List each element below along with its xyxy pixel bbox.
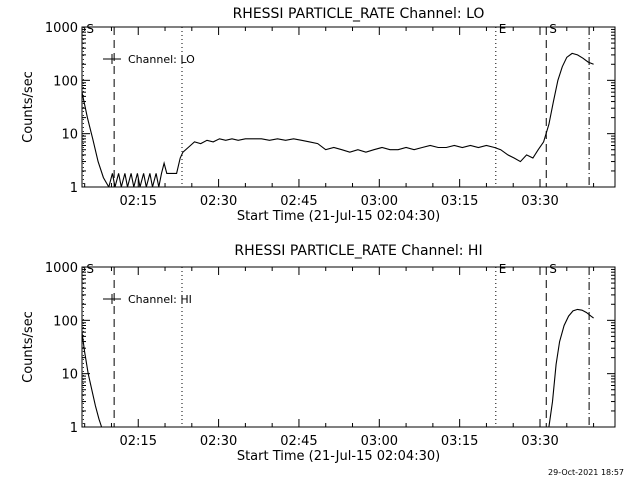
y-tick-label: 100 [53, 74, 78, 89]
plot-frame [81, 266, 616, 428]
x-tick-label: 03:30 [521, 194, 558, 209]
x-axis-label: Start Time (21-Jul-15 02:04:30) [237, 449, 440, 464]
series-line [82, 308, 594, 427]
footer-timestamp: 29-Oct-2021 18:57 [548, 468, 624, 477]
chart-title: RHESSI PARTICLE_RATE Channel: HI [234, 243, 482, 259]
x-tick-label: 02:45 [280, 194, 317, 209]
event-marker-label: S [549, 262, 557, 276]
x-tick-label: 03:15 [441, 434, 478, 449]
event-marker-label: E [499, 262, 507, 276]
y-tick-label: 1 [70, 421, 78, 436]
y-tick-label: 1000 [45, 261, 78, 276]
x-axis-label: Start Time (21-Jul-15 02:04:30) [237, 209, 440, 224]
legend-label: Channel: HI [128, 293, 192, 306]
event-marker-label: S [86, 22, 94, 36]
x-tick-label: 02:30 [200, 194, 237, 209]
event-marker-label: E [499, 22, 507, 36]
y-axis-label: Counts/sec [21, 71, 36, 143]
plot-frame [81, 26, 616, 188]
event-marker-label: S [86, 262, 94, 276]
x-tick-label: 02:15 [120, 194, 157, 209]
x-tick-label: 02:45 [280, 434, 317, 449]
x-tick-label: 03:30 [521, 434, 558, 449]
series-line [82, 52, 594, 187]
chart-panel-1: RHESSI PARTICLE_RATE Channel: LO 1 10 100 10… [21, 6, 616, 224]
x-tick-label: 02:15 [120, 434, 157, 449]
y-tick-label: 1000 [45, 21, 78, 36]
y-tick-label: 100 [53, 314, 78, 329]
event-marker-label: S [549, 22, 557, 36]
y-axis-label: Counts/sec [21, 311, 36, 383]
y-tick-label: 1 [70, 181, 78, 196]
chart-title: RHESSI PARTICLE_RATE Channel: LO [233, 6, 485, 22]
y-tick-label: 10 [61, 128, 78, 143]
y-tick-label: 10 [61, 368, 78, 383]
legend-label: Channel: LO [128, 53, 195, 66]
x-tick-label: 03:00 [361, 434, 398, 449]
x-tick-label: 02:30 [200, 434, 237, 449]
chart-panel-2: RHESSI PARTICLE_RATE Channel: HI 1 10 100 10… [21, 243, 616, 464]
x-tick-label: 03:15 [441, 194, 478, 209]
x-tick-label: 03:00 [361, 194, 398, 209]
